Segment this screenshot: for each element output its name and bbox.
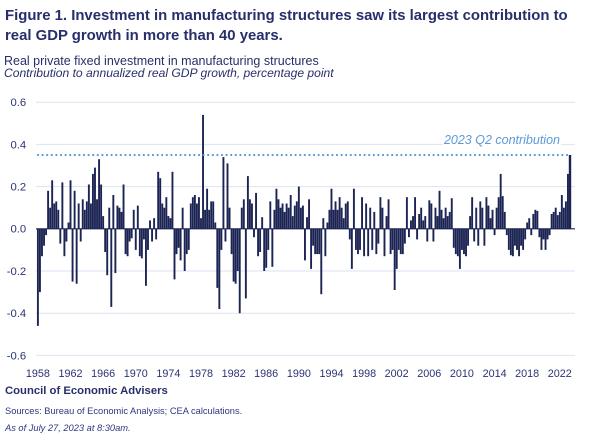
svg-text:1982: 1982: [222, 368, 246, 380]
svg-text:1962: 1962: [58, 368, 82, 380]
svg-text:-0.4: -0.4: [7, 308, 26, 320]
svg-text:2022: 2022: [548, 368, 572, 380]
svg-text:1958: 1958: [26, 368, 50, 380]
svg-text:2010: 2010: [450, 368, 474, 380]
svg-text:2018: 2018: [515, 368, 539, 380]
svg-text:0.6: 0.6: [10, 97, 26, 109]
svg-text:2002: 2002: [385, 368, 409, 380]
svg-text:2014: 2014: [483, 368, 507, 380]
svg-text:1966: 1966: [91, 368, 115, 380]
svg-text:0.2: 0.2: [10, 182, 26, 194]
svg-text:-0.2: -0.2: [7, 266, 26, 278]
svg-text:2023 Q2 contribution: 2023 Q2 contribution: [443, 133, 560, 147]
svg-text:0.4: 0.4: [10, 139, 26, 151]
svg-text:2006: 2006: [417, 368, 441, 380]
svg-text:1986: 1986: [254, 368, 278, 380]
svg-text:1994: 1994: [319, 368, 343, 380]
svg-text:1990: 1990: [287, 368, 311, 380]
svg-text:-0.6: -0.6: [7, 350, 26, 362]
svg-text:1998: 1998: [352, 368, 376, 380]
svg-text:1974: 1974: [156, 368, 180, 380]
svg-text:0.0: 0.0: [10, 224, 26, 236]
svg-text:1978: 1978: [189, 368, 213, 380]
svg-text:1970: 1970: [124, 368, 148, 380]
